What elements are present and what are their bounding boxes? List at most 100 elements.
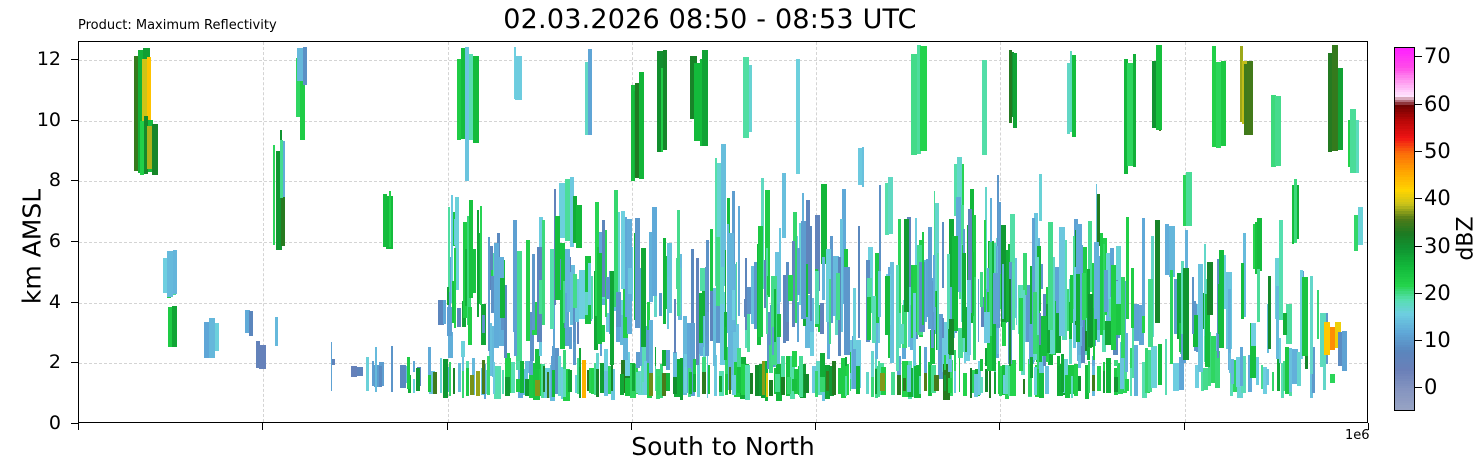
reflectivity-cell: [1183, 174, 1187, 227]
colorbar-segment: [1395, 341, 1414, 345]
reflectivity-cell: [727, 320, 734, 390]
reflectivity-cell: [896, 373, 901, 396]
reflectivity-cell: [1342, 330, 1348, 372]
reflectivity-cell: [1297, 351, 1301, 386]
colorbar-segment: [1395, 208, 1414, 212]
reflectivity-cell: [282, 141, 286, 197]
reflectivity-cell: [724, 346, 728, 375]
reflectivity-cell: [639, 268, 642, 367]
reflectivity-cell: [866, 278, 873, 314]
reflectivity-cell: [635, 218, 640, 329]
reflectivity-cell: [679, 358, 684, 400]
reflectivity-cell: [632, 363, 636, 392]
reflectivity-cell: [912, 265, 919, 333]
reflectivity-cell: [774, 288, 777, 342]
reflectivity-cell: [656, 50, 664, 152]
reflectivity-cell: [652, 207, 658, 297]
reflectivity-cell: [814, 371, 818, 398]
reflectivity-cell: [839, 219, 844, 332]
reflectivity-cell: [162, 258, 168, 294]
reflectivity-cell: [134, 56, 141, 172]
reflectivity-cell: [754, 364, 760, 396]
colorbar-segment: [1395, 215, 1414, 219]
reflectivity-cell: [648, 353, 654, 373]
reflectivity-cell: [702, 49, 709, 147]
reflectivity-cell: [1357, 207, 1364, 246]
reflectivity-cell: [152, 124, 158, 176]
reflectivity-cell: [1096, 366, 1101, 392]
colorbar-segment: [1395, 132, 1414, 137]
reflectivity-cell: [468, 307, 473, 346]
colorbar-segment: [1395, 108, 1414, 112]
reflectivity-cell: [1271, 372, 1274, 391]
reflectivity-cell: [984, 312, 991, 344]
reflectivity-cell: [929, 365, 932, 397]
colorbar-segment: [1395, 246, 1414, 251]
reflectivity-cell: [661, 349, 666, 366]
colorbar-segment: [1395, 331, 1414, 336]
reflectivity-cell: [578, 363, 581, 398]
colorbar-segment: [1395, 120, 1414, 124]
reflectivity-cell: [1125, 379, 1129, 391]
reflectivity-cell: [276, 151, 280, 251]
reflectivity-cell: [1183, 267, 1189, 360]
reflectivity-cell: [740, 364, 746, 395]
reflectivity-cell: [576, 357, 580, 394]
reflectivity-cell: [1055, 313, 1061, 353]
reflectivity-cell: [578, 269, 585, 320]
colorbar-segment: [1395, 261, 1414, 265]
reflectivity-cell: [1134, 303, 1140, 341]
reflectivity-cell: [734, 362, 741, 398]
reflectivity-cell: [1194, 364, 1200, 389]
reflectivity-cell: [713, 355, 717, 397]
reflectivity-cell: [1192, 315, 1198, 348]
reflectivity-cell: [466, 54, 474, 141]
y-axis-tick-label: 10: [36, 108, 61, 131]
reflectivity-cell: [1211, 46, 1217, 148]
reflectivity-cell: [1085, 365, 1090, 399]
reflectivity-cell: [657, 375, 661, 396]
reflectivity-cell: [541, 219, 545, 326]
reflectivity-cell: [483, 363, 487, 399]
reflectivity-cell: [588, 263, 591, 305]
colorbar-segment: [1395, 232, 1414, 236]
reflectivity-cell: [461, 352, 465, 371]
reflectivity-cell: [1329, 326, 1336, 350]
colorbar-segment: [1395, 157, 1414, 161]
reflectivity-cell: [785, 355, 791, 396]
reflectivity-cell: [516, 378, 520, 392]
reflectivity-cell: [1012, 52, 1018, 129]
colorbar-segment: [1395, 268, 1414, 272]
reflectivity-cell: [1221, 60, 1226, 146]
reflectivity-cell: [1287, 347, 1293, 393]
reflectivity-cell: [998, 361, 1001, 395]
reflectivity-cell: [1286, 304, 1292, 345]
reflectivity-cell: [784, 321, 789, 341]
reflectivity-cell: [749, 64, 753, 133]
reflectivity-cell: [479, 206, 483, 306]
reflectivity-cell: [460, 47, 468, 140]
reflectivity-cell: [855, 366, 861, 394]
reflectivity-cell: [677, 209, 681, 316]
reflectivity-cell: [737, 347, 742, 368]
reflectivity-cell: [1132, 281, 1135, 378]
reflectivity-cell: [1025, 284, 1032, 343]
reflectivity-cell: [1301, 277, 1308, 356]
reflectivity-cell: [764, 360, 768, 401]
reflectivity-cell: [849, 351, 852, 374]
reflectivity-cell: [1142, 313, 1146, 334]
reflectivity-cell: [539, 279, 543, 314]
reflectivity-cell: [702, 295, 706, 358]
reflectivity-cell: [1131, 268, 1135, 329]
reflectivity-cell: [738, 205, 741, 317]
reflectivity-cell: [1060, 356, 1065, 370]
colorbar-segment: [1395, 111, 1414, 115]
reflectivity-cell: [683, 364, 688, 393]
reflectivity-cell: [620, 374, 625, 395]
reflectivity-cell: [464, 47, 470, 181]
colorbar-segment: [1395, 98, 1414, 103]
reflectivity-cell: [569, 272, 574, 325]
reflectivity-cell: [1023, 379, 1025, 395]
colorbar-segment: [1395, 404, 1414, 408]
colorbar-segment: [1395, 358, 1414, 362]
